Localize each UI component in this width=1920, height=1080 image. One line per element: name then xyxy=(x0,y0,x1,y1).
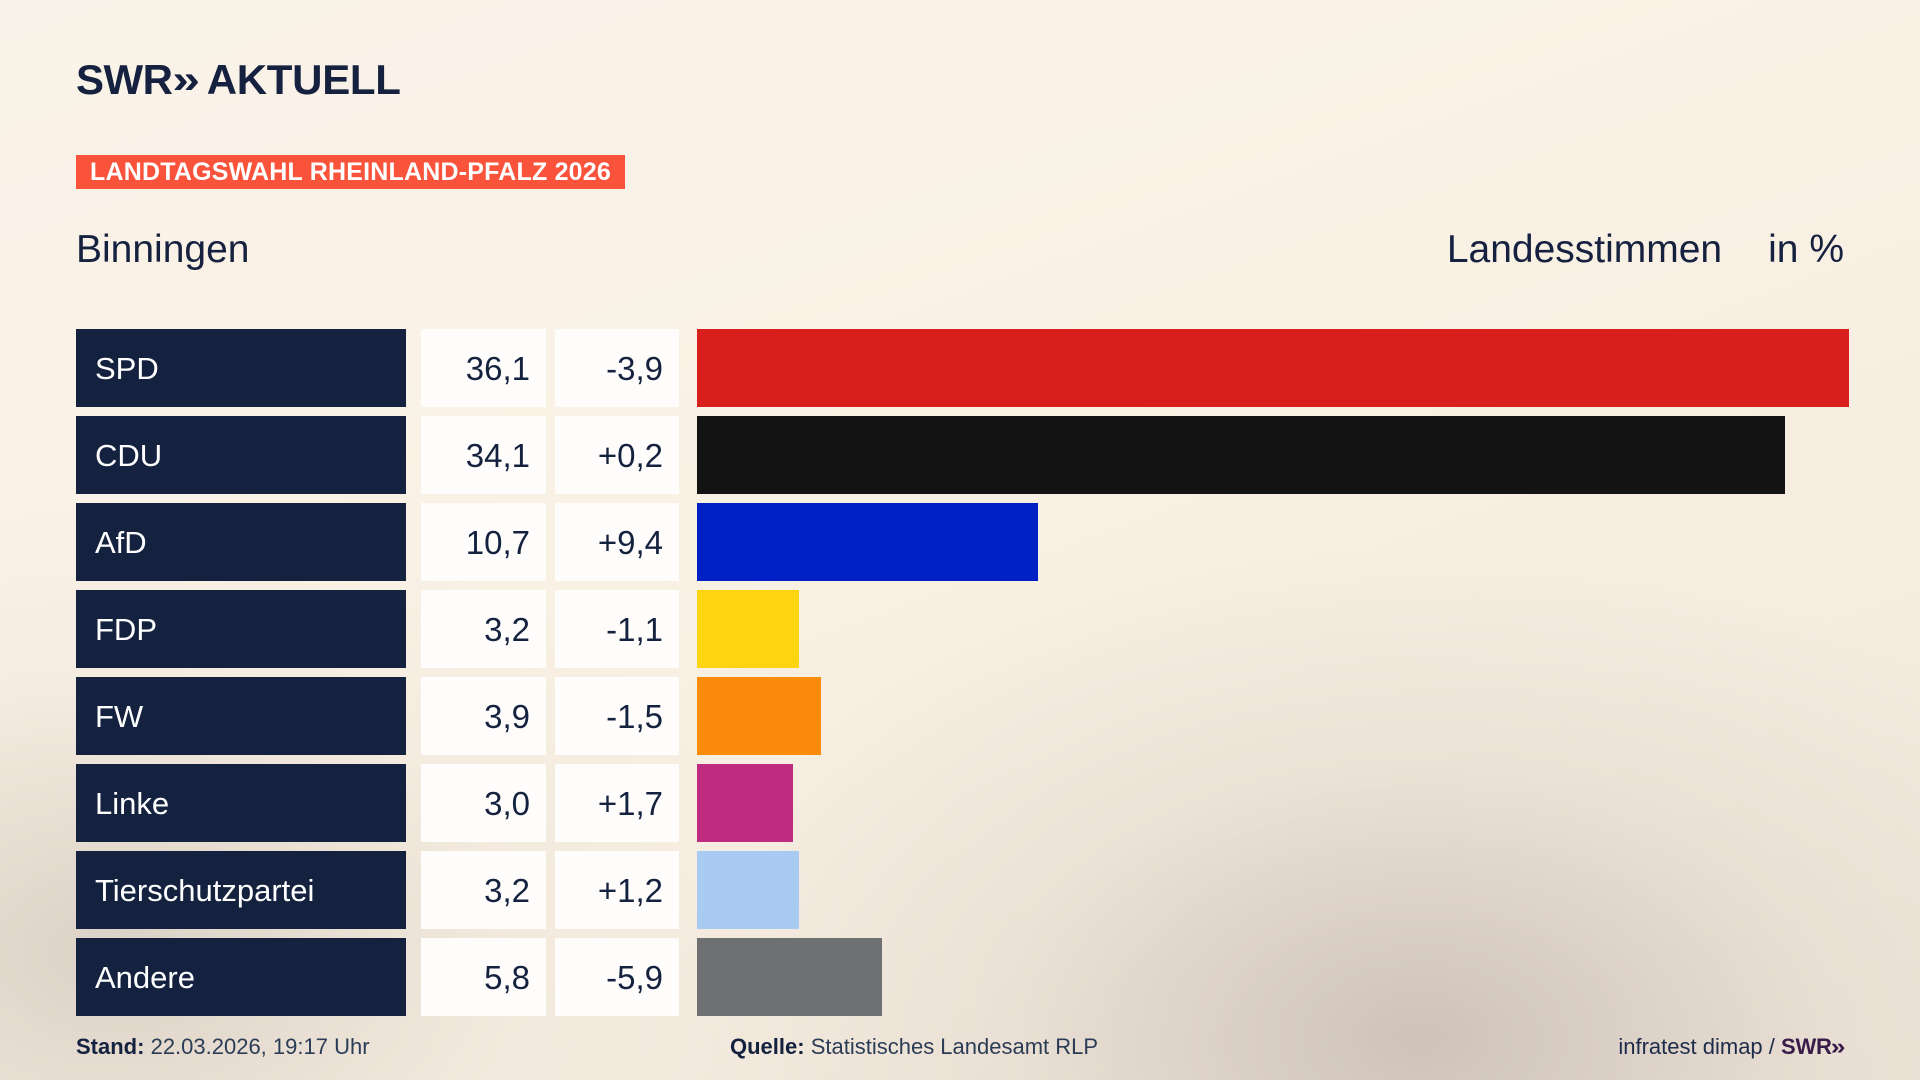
unit-label: in % xyxy=(1768,227,1844,271)
footer-double-chevron-icon: » xyxy=(1830,1034,1846,1059)
result-value-cell: 5,8 xyxy=(421,938,546,1016)
footer-credit-text: infratest dimap / xyxy=(1618,1034,1775,1059)
result-bar xyxy=(697,677,822,755)
result-change-cell: +1,7 xyxy=(555,764,679,842)
result-change-cell: -1,1 xyxy=(555,590,679,668)
result-value-cell: 3,0 xyxy=(421,764,546,842)
party-label: AfD xyxy=(95,524,147,560)
election-banner: LANDTAGSWAHL RHEINLAND-PFALZ 2026 xyxy=(76,155,625,189)
footer-swr-wordmark: SWR xyxy=(1781,1034,1832,1059)
party-cell: Linke xyxy=(76,764,406,842)
result-value-cell: 36,1 xyxy=(421,329,546,407)
result-change: +0,2 xyxy=(597,436,663,474)
swr-wordmark: SWR xyxy=(76,56,173,103)
result-bar xyxy=(697,590,800,668)
bar-track xyxy=(697,416,1847,494)
party-label: Tierschutzpartei xyxy=(95,872,315,908)
result-value: 10,7 xyxy=(465,523,530,561)
result-change-cell: +9,4 xyxy=(555,503,679,581)
result-change: -1,5 xyxy=(606,697,663,735)
vote-type-label: Landesstimmen xyxy=(1446,227,1723,271)
result-bar xyxy=(697,938,883,1016)
result-bar xyxy=(697,764,793,842)
result-bar xyxy=(697,851,800,929)
double-chevron-icon: » xyxy=(171,58,200,102)
bar-track xyxy=(697,851,1847,929)
footer-quelle: Quelle: Statistisches Landesamt RLP xyxy=(730,1030,1098,1064)
result-value: 3,9 xyxy=(484,697,530,735)
result-value: 3,2 xyxy=(484,610,530,648)
election-banner-text: LANDTAGSWAHL RHEINLAND-PFALZ 2026 xyxy=(90,157,611,186)
result-value-cell: 3,2 xyxy=(421,590,546,668)
party-cell: Andere xyxy=(76,938,406,1016)
footer: Stand: 22.03.2026, 19:17 Uhr Quelle: Sta… xyxy=(76,1030,1846,1064)
bar-track xyxy=(697,329,1849,407)
result-change-cell: -5,9 xyxy=(555,938,679,1016)
party-label: FDP xyxy=(95,611,157,647)
result-value: 36,1 xyxy=(465,349,530,387)
footer-stand: Stand: 22.03.2026, 19:17 Uhr xyxy=(76,1030,370,1064)
result-change-cell: +1,2 xyxy=(555,851,679,929)
bar-track xyxy=(697,590,1847,668)
swr-aktuell-logo: SWR » AKTUELL xyxy=(76,56,401,104)
result-change: -3,9 xyxy=(606,349,663,387)
footer-stand-value: 22.03.2026, 19:17 Uhr xyxy=(150,1034,370,1059)
result-value: 3,2 xyxy=(484,871,530,909)
result-change-cell: -1,5 xyxy=(555,677,679,755)
party-label: FW xyxy=(95,698,144,734)
party-cell: CDU xyxy=(76,416,406,494)
party-label: Linke xyxy=(95,785,170,821)
footer-credit: infratest dimap / SWR» xyxy=(1618,1030,1846,1064)
footer-stand-label: Stand: xyxy=(76,1034,145,1059)
result-bar xyxy=(697,329,1849,407)
result-value-cell: 3,2 xyxy=(421,851,546,929)
party-label: CDU xyxy=(95,437,163,473)
result-change: +1,2 xyxy=(597,871,663,909)
result-change-cell: +0,2 xyxy=(555,416,679,494)
bar-track xyxy=(697,677,1847,755)
bar-track xyxy=(697,938,1847,1016)
bar-track xyxy=(697,764,1847,842)
party-cell: FW xyxy=(76,677,406,755)
party-label: SPD xyxy=(95,350,159,386)
result-change: +1,7 xyxy=(597,784,663,822)
party-cell: AfD xyxy=(76,503,406,581)
footer-quelle-value: Statistisches Landesamt RLP xyxy=(810,1034,1099,1059)
party-cell: FDP xyxy=(76,590,406,668)
subheader: Binningen Landesstimmen in % xyxy=(76,222,1844,276)
result-change: +9,4 xyxy=(597,523,663,561)
result-value: 3,0 xyxy=(484,784,530,822)
party-label: Andere xyxy=(95,959,195,995)
result-change-cell: -3,9 xyxy=(555,329,679,407)
footer-quelle-label: Quelle: xyxy=(730,1034,805,1059)
bar-track xyxy=(697,503,1847,581)
result-value-cell: 34,1 xyxy=(421,416,546,494)
aktuell-wordmark: AKTUELL xyxy=(206,56,401,103)
party-cell: SPD xyxy=(76,329,406,407)
result-change: -5,9 xyxy=(606,958,663,996)
result-change: -1,1 xyxy=(606,610,663,648)
result-bar xyxy=(697,416,1785,494)
region-name: Binningen xyxy=(76,227,250,271)
result-value: 34,1 xyxy=(465,436,530,474)
result-bar xyxy=(697,503,1039,581)
result-value: 5,8 xyxy=(484,958,530,996)
result-value-cell: 3,9 xyxy=(421,677,546,755)
result-value-cell: 10,7 xyxy=(421,503,546,581)
vote-type-group: Landesstimmen in % xyxy=(1447,230,1844,269)
party-cell: Tierschutzpartei xyxy=(76,851,406,929)
